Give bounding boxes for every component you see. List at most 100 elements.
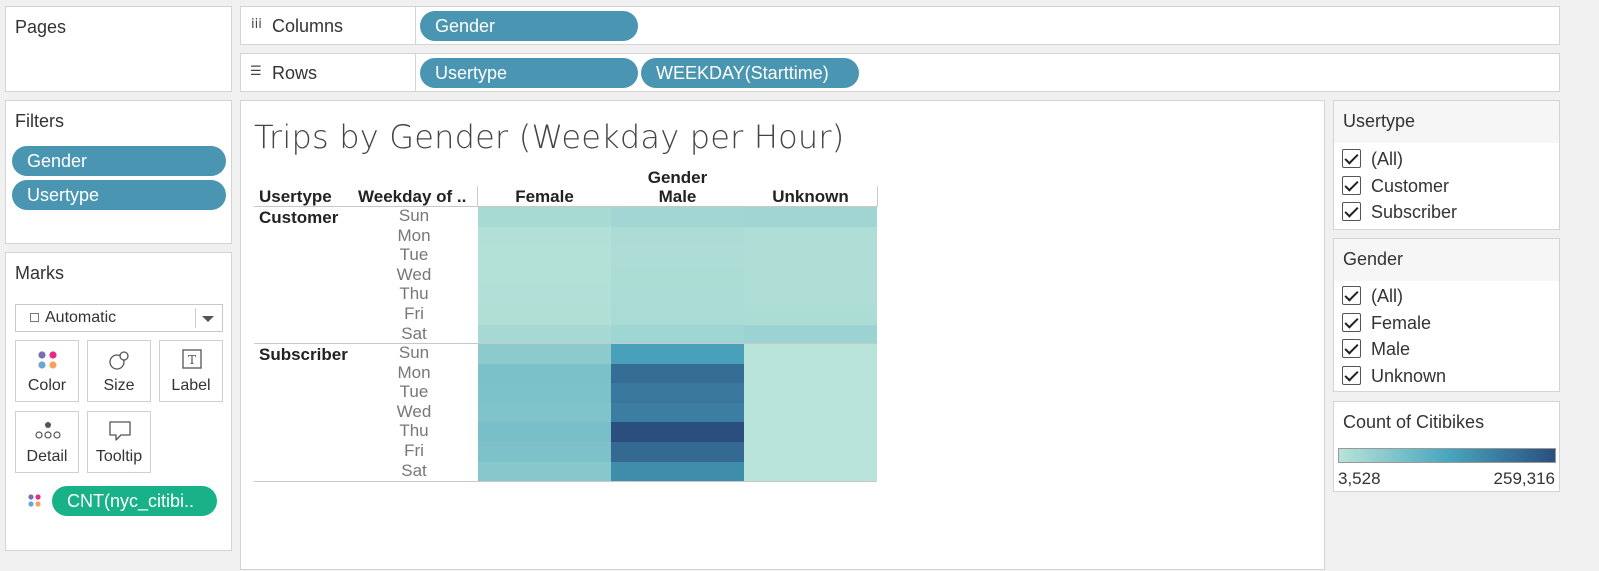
heatmap-cell[interactable] (744, 246, 877, 267)
mark-type-value: Automatic (45, 309, 117, 326)
checkbox-icon[interactable] (1342, 286, 1361, 305)
checkbox-icon[interactable] (1342, 176, 1361, 195)
filter-pill-usertype[interactable]: Usertype (12, 180, 226, 210)
heatmap-cell[interactable] (744, 324, 877, 345)
heatmap-cell[interactable] (611, 363, 744, 384)
usertype-filter-subscriber[interactable]: Subscriber (1342, 201, 1457, 223)
heatmap-cell[interactable] (478, 402, 611, 423)
color-button[interactable]: Color (15, 340, 79, 402)
gender-filter-header: Gender (1334, 239, 1559, 281)
usertype-filter-customer[interactable]: Customer (1342, 175, 1449, 197)
weekday-label-fri: Fri (404, 441, 424, 460)
heatmap-cell[interactable] (478, 383, 611, 404)
heatmap-cell[interactable] (744, 383, 877, 404)
group-divider (254, 343, 877, 344)
detail-button[interactable]: Detail (15, 411, 79, 473)
cnt-measure-pill[interactable]: CNT(nyc_citibi.. (52, 486, 217, 516)
heatmap-cell[interactable] (478, 207, 611, 228)
detail-button-label: Detail (26, 448, 68, 465)
heatmap-cell[interactable] (611, 207, 744, 228)
usertype-filter-customer-label: Customer (1371, 176, 1450, 196)
group-divider (254, 206, 877, 207)
heatmap-cell[interactable] (611, 422, 744, 443)
label-button[interactable]: T Label (159, 340, 223, 402)
filters-card: Filters Gender Usertype (5, 100, 232, 244)
weekday-label-sat: Sat (401, 323, 427, 343)
gender-filter-all-label: (All) (1371, 286, 1403, 306)
weekday-label-sun: Sun (398, 343, 430, 362)
header-gender: Gender (647, 168, 708, 187)
columns-pill-gender[interactable]: Gender (420, 11, 638, 41)
heatmap-cell[interactable] (611, 305, 744, 326)
header-usertype: Usertype (259, 187, 332, 206)
checkbox-icon[interactable] (1342, 313, 1361, 332)
gender-filter-card: Gender (All) Female Male Unknown (1333, 238, 1560, 392)
gender-filter-all[interactable]: (All) (1342, 285, 1403, 307)
gender-filter-unknown[interactable]: Unknown (1342, 365, 1446, 387)
rows-icon: ☰ (250, 64, 262, 79)
heatmap-cell[interactable] (744, 265, 877, 286)
tooltip-button[interactable]: Tooltip (87, 411, 151, 473)
heatmap-cell[interactable] (744, 363, 877, 384)
heatmap-cell[interactable] (478, 305, 611, 326)
heatmap-cell[interactable] (611, 324, 744, 345)
heatmap-cell[interactable] (478, 363, 611, 384)
heatmap-cell[interactable] (478, 226, 611, 247)
heatmap-cell[interactable] (478, 442, 611, 463)
heatmap-cell[interactable] (744, 344, 877, 365)
heatmap-cell[interactable] (611, 461, 744, 482)
usertype-filter-card: Usertype (All) Customer Subscriber (1333, 100, 1560, 230)
mark-type-dropdown[interactable]: Automatic (15, 304, 223, 332)
heatmap-cell[interactable] (611, 383, 744, 404)
color-button-label: Color (27, 377, 67, 394)
filter-pill-gender[interactable]: Gender (12, 146, 226, 176)
heatmap-cell[interactable] (478, 344, 611, 365)
legend-gradient-bar (1338, 448, 1556, 463)
gender-filter-male-label: Male (1371, 339, 1411, 359)
heatmap-cell[interactable] (744, 442, 877, 463)
checkbox-icon[interactable] (1342, 366, 1361, 385)
size-button[interactable]: Size (87, 340, 151, 402)
size-icon (109, 351, 129, 370)
heatmap-cell[interactable] (478, 265, 611, 286)
heatmap-cell[interactable] (611, 226, 744, 247)
checkbox-icon[interactable] (1342, 149, 1361, 168)
heatmap-cell[interactable] (744, 422, 877, 443)
filters-title: Filters (15, 111, 64, 131)
heatmap-cell[interactable] (611, 442, 744, 463)
gender-filter-male[interactable]: Male (1342, 338, 1410, 360)
size-button-label: Size (103, 377, 135, 394)
rows-pill-weekday[interactable]: WEEKDAY(Starttime) (641, 58, 859, 88)
heatmap-cell[interactable] (611, 246, 744, 267)
heatmap-cell[interactable] (478, 422, 611, 443)
marks-title: Marks (15, 263, 64, 283)
heatmap-cell[interactable] (744, 207, 877, 228)
heatmap-cell[interactable] (478, 324, 611, 345)
heatmap-cell[interactable] (611, 344, 744, 365)
weekday-label-mon: Mon (397, 362, 431, 382)
usertype-filter-all[interactable]: (All) (1342, 148, 1403, 170)
columns-icon: iii (251, 17, 262, 32)
heatmap-cell[interactable] (744, 285, 877, 306)
checkbox-icon[interactable] (1342, 339, 1361, 358)
heatmap-cell[interactable] (478, 285, 611, 306)
heatmap-cell[interactable] (478, 461, 611, 482)
heatmap-cell[interactable] (744, 226, 877, 247)
pages-card: Pages (5, 6, 232, 92)
heatmap-cell[interactable] (744, 461, 877, 482)
heatmap-cell[interactable] (478, 246, 611, 267)
pages-title: Pages (15, 17, 67, 37)
gender-filter-female[interactable]: Female (1342, 312, 1431, 334)
heatmap-cell[interactable] (744, 305, 877, 326)
heatmap-cell[interactable] (611, 285, 744, 306)
svg-text:T: T (188, 353, 196, 367)
header-female: Female (515, 187, 574, 206)
checkbox-icon[interactable] (1342, 202, 1361, 221)
columns-shelf-label-area: iii Columns (241, 7, 416, 44)
heatmap-cell[interactable] (611, 265, 744, 286)
heatmap-cell[interactable] (744, 402, 877, 423)
heatmap-cell[interactable] (611, 402, 744, 423)
weekday-label-tue: Tue (399, 245, 429, 265)
rows-pill-usertype[interactable]: Usertype (420, 58, 638, 88)
weekday-label-thu: Thu (399, 421, 429, 441)
